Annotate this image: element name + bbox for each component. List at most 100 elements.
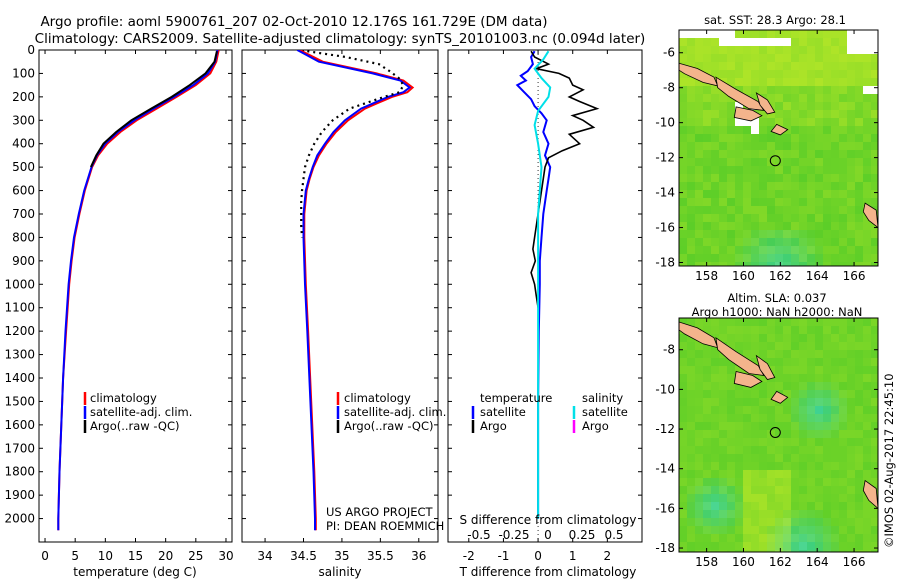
map-cell (839, 230, 848, 239)
map-cell (711, 182, 720, 191)
map-cell (687, 166, 696, 175)
lat-tick-label: -10 (655, 382, 675, 396)
map-cell (783, 158, 792, 167)
map-cell (775, 54, 784, 63)
map-cell (815, 190, 824, 199)
map-cell (815, 462, 824, 471)
map-cell (815, 414, 824, 423)
lon-tick-label: 166 (843, 555, 866, 569)
map-cell (871, 550, 878, 552)
map-cell (759, 542, 768, 551)
map-cell (735, 46, 744, 55)
map-cell (743, 78, 752, 87)
map-cell (847, 230, 856, 239)
map-cell (791, 86, 800, 95)
map-cell (863, 38, 872, 47)
map-cell (719, 174, 728, 183)
land-shape (755, 91, 776, 115)
map-cell (831, 494, 840, 503)
map-cell (783, 38, 792, 47)
depth-tick-label: 700 (12, 207, 35, 221)
map-cell (703, 454, 712, 463)
map-cell (711, 30, 720, 39)
map-cell (839, 254, 848, 263)
map-cell (791, 254, 800, 263)
map-cell (695, 422, 704, 431)
map-cell (783, 478, 792, 487)
map-cell (839, 94, 848, 103)
map-cell (855, 198, 864, 207)
map-cell (847, 254, 856, 263)
map-cell (711, 62, 720, 71)
map-cell (839, 534, 848, 543)
map-cell (815, 438, 824, 447)
map-cell (711, 414, 720, 423)
map-cell (791, 398, 800, 407)
map-cell (791, 350, 800, 359)
map-cell (831, 206, 840, 215)
map-cell (743, 518, 752, 527)
map-cell (767, 118, 776, 127)
map-cell (743, 54, 752, 63)
map-cell (719, 518, 728, 527)
map-cell (703, 366, 712, 375)
sst-map-frame (678, 29, 879, 267)
map-cell (711, 502, 720, 511)
map-cell (871, 422, 878, 431)
map-cell (791, 534, 800, 543)
map-cell (871, 318, 878, 327)
map-cell (727, 150, 736, 159)
map-cell (807, 350, 816, 359)
map-cell (791, 406, 800, 415)
map-cell (847, 158, 856, 167)
lat-tick-label: -6 (663, 46, 675, 60)
map-cell (743, 478, 752, 487)
map-cell (751, 446, 760, 455)
map-cell (767, 174, 776, 183)
map-cell (679, 486, 688, 495)
map-cell (775, 430, 784, 439)
map-cell (711, 118, 720, 127)
map-cell (703, 470, 712, 479)
series-line (533, 50, 552, 519)
map-cell (687, 230, 696, 239)
map-cell (775, 166, 784, 175)
map-cell (871, 478, 878, 487)
map-cell (703, 382, 712, 391)
map-cell (783, 414, 792, 423)
map-cell (679, 150, 688, 159)
map-cell (783, 182, 792, 191)
map-cell (743, 494, 752, 503)
map-cell (823, 30, 832, 39)
map-cell (791, 470, 800, 479)
salinity-axis-label: salinity (318, 565, 361, 579)
x-tick-label: 25 (188, 549, 203, 563)
map-cell (855, 70, 864, 79)
map-cell (759, 550, 768, 552)
map-cell (823, 526, 832, 535)
map-cell (703, 142, 712, 151)
map-cell (743, 46, 752, 55)
map-cell (703, 486, 712, 495)
map-cell (855, 390, 864, 399)
map-cell (807, 526, 816, 535)
map-cell (815, 446, 824, 455)
map-cell (727, 518, 736, 527)
map-cell (751, 430, 760, 439)
map-cell (807, 470, 816, 479)
map-cell (799, 454, 808, 463)
map-cell (743, 30, 752, 39)
map-cell (815, 134, 824, 143)
map-cell (751, 54, 760, 63)
map-cell (815, 150, 824, 159)
map-cell (855, 54, 864, 63)
map-cell (855, 230, 864, 239)
map-cell (743, 166, 752, 175)
map-cell (855, 334, 864, 343)
map-cell (807, 142, 816, 151)
map-cell (831, 526, 840, 535)
map-cell (831, 478, 840, 487)
land-shape (679, 321, 719, 349)
map-cell (687, 334, 696, 343)
map-cell (807, 422, 816, 431)
